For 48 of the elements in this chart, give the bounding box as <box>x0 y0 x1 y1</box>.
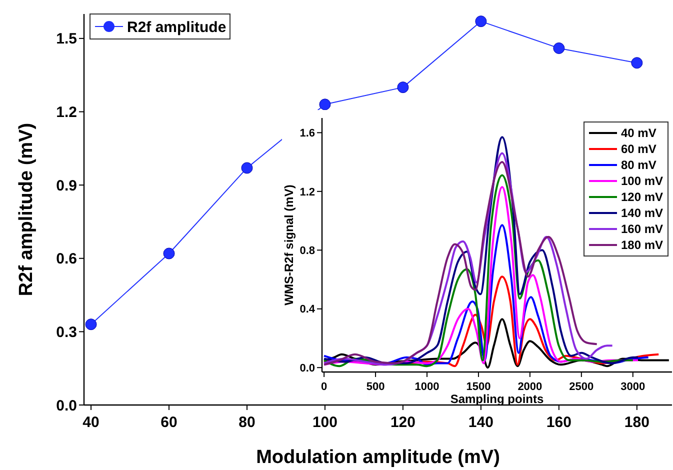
legend-label: R2f amplitude <box>127 18 226 36</box>
point <box>475 16 487 28</box>
point <box>631 57 643 69</box>
y-tick-label: 0.0 <box>56 397 77 414</box>
legend-label: 100 mV <box>621 174 664 188</box>
point <box>85 318 97 330</box>
point <box>241 162 253 174</box>
x-tick-label: 1000 <box>414 381 440 393</box>
y-tick-label: 0.0 <box>300 362 315 374</box>
x-tick-label: 60 <box>160 414 178 431</box>
x-tick-label: 500 <box>366 381 385 393</box>
y-tick-label: 1.2 <box>56 104 77 121</box>
x-tick-label: 0 <box>320 381 328 393</box>
line-series <box>323 136 640 364</box>
legend-label: 180 mV <box>621 238 664 252</box>
point <box>553 42 565 54</box>
y-tick-label: 0.8 <box>300 244 315 257</box>
y-tick-label: 0.3 <box>56 324 77 341</box>
legend-label: 40 mV <box>621 126 656 140</box>
y-tick-label: 0.4 <box>300 304 316 316</box>
point <box>319 98 331 110</box>
legend-label: 80 mV <box>621 158 656 172</box>
y-tick-label: 0.9 <box>56 177 77 194</box>
x-tick-label: 120 <box>390 414 416 431</box>
x-tick-label: 2000 <box>518 381 542 393</box>
x-tick-label: 80 <box>238 414 256 431</box>
legend-label: 160 mV <box>621 222 664 236</box>
x-tick-label: 2500 <box>569 381 594 393</box>
y-tick-label: 1.5 <box>56 30 77 48</box>
x-tick-label: 140 <box>468 414 494 431</box>
x-tick-label: 100 <box>312 414 338 431</box>
x-axis-title: Modulation amplitude (mV) <box>256 447 500 468</box>
point <box>163 248 175 260</box>
x-tick-label: 40 <box>82 414 100 431</box>
y-tick-label: 1.2 <box>300 186 315 198</box>
point <box>397 82 409 94</box>
y-axis-title: WMS-R2f signal (mV) <box>282 184 296 306</box>
y-tick-label: 0.6 <box>56 250 77 268</box>
x-tick-label: 180 <box>624 414 650 431</box>
x-tick-label: 3000 <box>620 381 646 393</box>
legend-label: 60 mV <box>621 142 656 156</box>
legend-label: 120 mV <box>621 190 664 204</box>
x-axis-title: Sampling points <box>450 392 544 406</box>
y-axis-title: R2f amplitude (mV) <box>16 122 37 296</box>
x-tick-label: 1500 <box>466 381 491 393</box>
y-tick-label: 1.6 <box>300 128 315 140</box>
legend-label: 140 mV <box>621 206 664 220</box>
x-tick-label: 160 <box>546 414 572 431</box>
